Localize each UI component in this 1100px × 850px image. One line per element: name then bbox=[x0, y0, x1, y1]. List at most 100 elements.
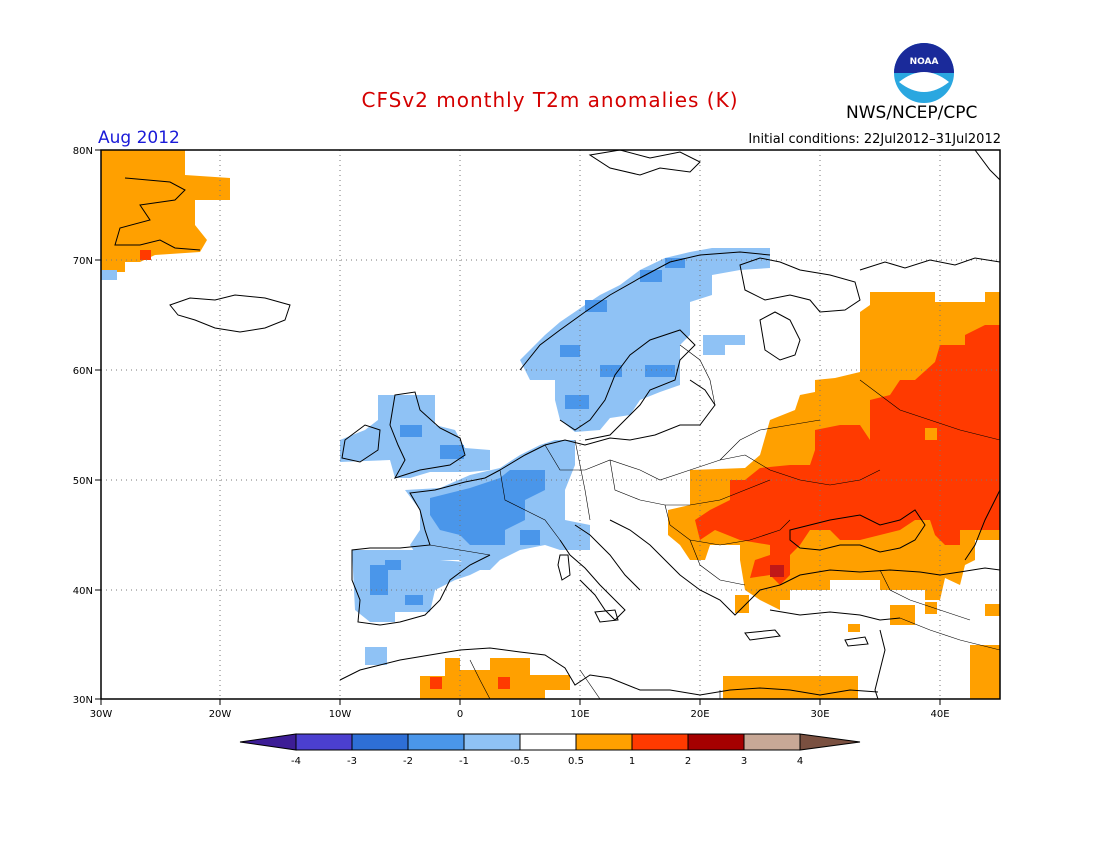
anomaly-iberia-blue bbox=[385, 560, 401, 570]
lat-tick-label: 70N bbox=[73, 256, 93, 267]
lat-tick-label: 60N bbox=[73, 366, 93, 377]
anomaly-east-europe-red bbox=[695, 325, 1000, 585]
initial-conditions-label: Initial conditions: 22Jul2012–31Jul2012 bbox=[748, 132, 1001, 147]
border-line bbox=[579, 669, 601, 699]
border-line bbox=[574, 439, 591, 521]
coast-sardinia bbox=[557, 554, 571, 581]
coast-ireland bbox=[341, 424, 381, 463]
anomaly-scandinavia-blue bbox=[585, 300, 607, 312]
lon-tick-label: 20W bbox=[209, 709, 232, 720]
anomaly-greenland-blue bbox=[101, 270, 117, 280]
chart-title: CFSv2 monthly T2m anomalies (K) bbox=[361, 88, 739, 112]
coast-france-iberia bbox=[351, 469, 501, 626]
colorbar-label: 1 bbox=[629, 756, 635, 767]
anomaly-scandinavia-blue bbox=[600, 365, 622, 377]
coast-sicily bbox=[594, 609, 619, 623]
coast-turkey-south bbox=[769, 609, 901, 621]
coast-north-africa bbox=[339, 647, 879, 696]
border-line bbox=[544, 444, 746, 481]
coast-novaya-zemlya bbox=[974, 150, 1000, 181]
colorbar-label: 3 bbox=[741, 756, 747, 767]
coast-norway bbox=[519, 251, 771, 371]
colorbar-label: 2 bbox=[685, 756, 691, 767]
anomaly-scandinavia-blue bbox=[645, 365, 675, 377]
border-line bbox=[609, 459, 771, 506]
colorbar-segment bbox=[575, 733, 633, 751]
colorbar-segment bbox=[407, 733, 465, 751]
anomaly-british-isles-blue bbox=[440, 445, 464, 459]
anomaly-british-isles-blue bbox=[400, 425, 422, 437]
border-line bbox=[499, 469, 561, 541]
colorbar-label: -2 bbox=[403, 756, 413, 767]
anomaly-egypt-orange bbox=[723, 676, 858, 699]
anomaly-greece-orange bbox=[735, 595, 749, 613]
coast-caspian bbox=[964, 489, 1000, 561]
anomaly-iberia-blue bbox=[370, 565, 388, 595]
colorbar-label: -0.5 bbox=[510, 756, 530, 767]
anomaly-north-africa-orange bbox=[420, 658, 570, 699]
border-line bbox=[719, 419, 821, 461]
colorbar-segment bbox=[351, 733, 409, 751]
coast-britain bbox=[389, 391, 466, 479]
colorbar-label: -1 bbox=[459, 756, 469, 767]
coast-cyprus bbox=[844, 636, 869, 647]
border-line bbox=[664, 504, 791, 546]
colorbar-label: 0.5 bbox=[568, 756, 584, 767]
border-line bbox=[859, 379, 1000, 441]
anomaly-turkey-orange bbox=[890, 605, 915, 625]
coast-italy-east bbox=[574, 524, 641, 591]
coast-white-sea bbox=[759, 311, 801, 361]
forecast-month-label: Aug 2012 bbox=[98, 128, 180, 148]
lon-tick-label: 10W bbox=[329, 709, 352, 720]
organization-label: NWS/NCEP/CPC bbox=[846, 103, 978, 123]
lat-tick-label: 30N bbox=[73, 695, 93, 706]
anomaly-scandinavia-blue bbox=[665, 258, 685, 268]
coast-svalbard bbox=[588, 150, 701, 176]
anomaly-france-blue bbox=[520, 530, 540, 545]
map-frame bbox=[100, 149, 1001, 700]
border-line bbox=[679, 344, 716, 406]
border-line bbox=[429, 544, 491, 556]
border-line bbox=[879, 569, 971, 621]
colorbar-segment bbox=[743, 733, 801, 751]
colorbar-segment bbox=[799, 733, 861, 751]
anomaly-field bbox=[101, 150, 1000, 699]
coast-russia-arctic bbox=[859, 257, 1000, 271]
colorbar-segment bbox=[295, 733, 353, 751]
coastlines bbox=[114, 150, 1000, 699]
colorbar-segment bbox=[687, 733, 745, 751]
colorbar-segment bbox=[463, 733, 521, 751]
lon-tick-label: 40E bbox=[930, 709, 949, 720]
coast-crete bbox=[744, 629, 781, 641]
anomaly-greenland-red bbox=[140, 250, 151, 260]
lon-tick-label: 0 bbox=[457, 709, 463, 720]
anomaly-greenland-orange bbox=[101, 150, 230, 272]
lat-tick-label: 40N bbox=[73, 586, 93, 597]
coast-turkey bbox=[779, 567, 1000, 586]
anomaly-morocco-lightblue bbox=[365, 647, 387, 665]
anomaly-scandinavia-blue bbox=[565, 395, 589, 409]
lon-tick-label: 30E bbox=[810, 709, 829, 720]
border-line bbox=[744, 454, 881, 486]
colorbar-label: 4 bbox=[797, 756, 803, 767]
anomaly-north-africa-red bbox=[498, 677, 510, 689]
lon-tick-label: 30W bbox=[90, 709, 113, 720]
lon-tick-label: 10E bbox=[570, 709, 589, 720]
anomaly-france-blue bbox=[430, 470, 545, 545]
colorbar bbox=[239, 733, 861, 751]
anomaly-iberia-blue bbox=[405, 595, 423, 605]
border-line bbox=[899, 617, 1000, 651]
anomaly-mideast-orange bbox=[970, 645, 1000, 699]
colorbar-segment bbox=[519, 733, 577, 751]
country-borders bbox=[429, 344, 1000, 699]
colorbar-label: -4 bbox=[291, 756, 301, 767]
lat-tick-label: 50N bbox=[73, 476, 93, 487]
anomaly-finland-lightblue bbox=[703, 335, 745, 355]
lat-tick-label: 80N bbox=[73, 146, 93, 157]
coast-black-sea bbox=[789, 509, 926, 553]
coast-greenland bbox=[114, 177, 201, 251]
colorbar-segment bbox=[631, 733, 689, 751]
anomaly-black-sea-dark-red bbox=[770, 565, 784, 577]
anomaly-scandinavia-blue bbox=[560, 345, 580, 357]
anomaly-caspian-orange bbox=[925, 428, 937, 440]
